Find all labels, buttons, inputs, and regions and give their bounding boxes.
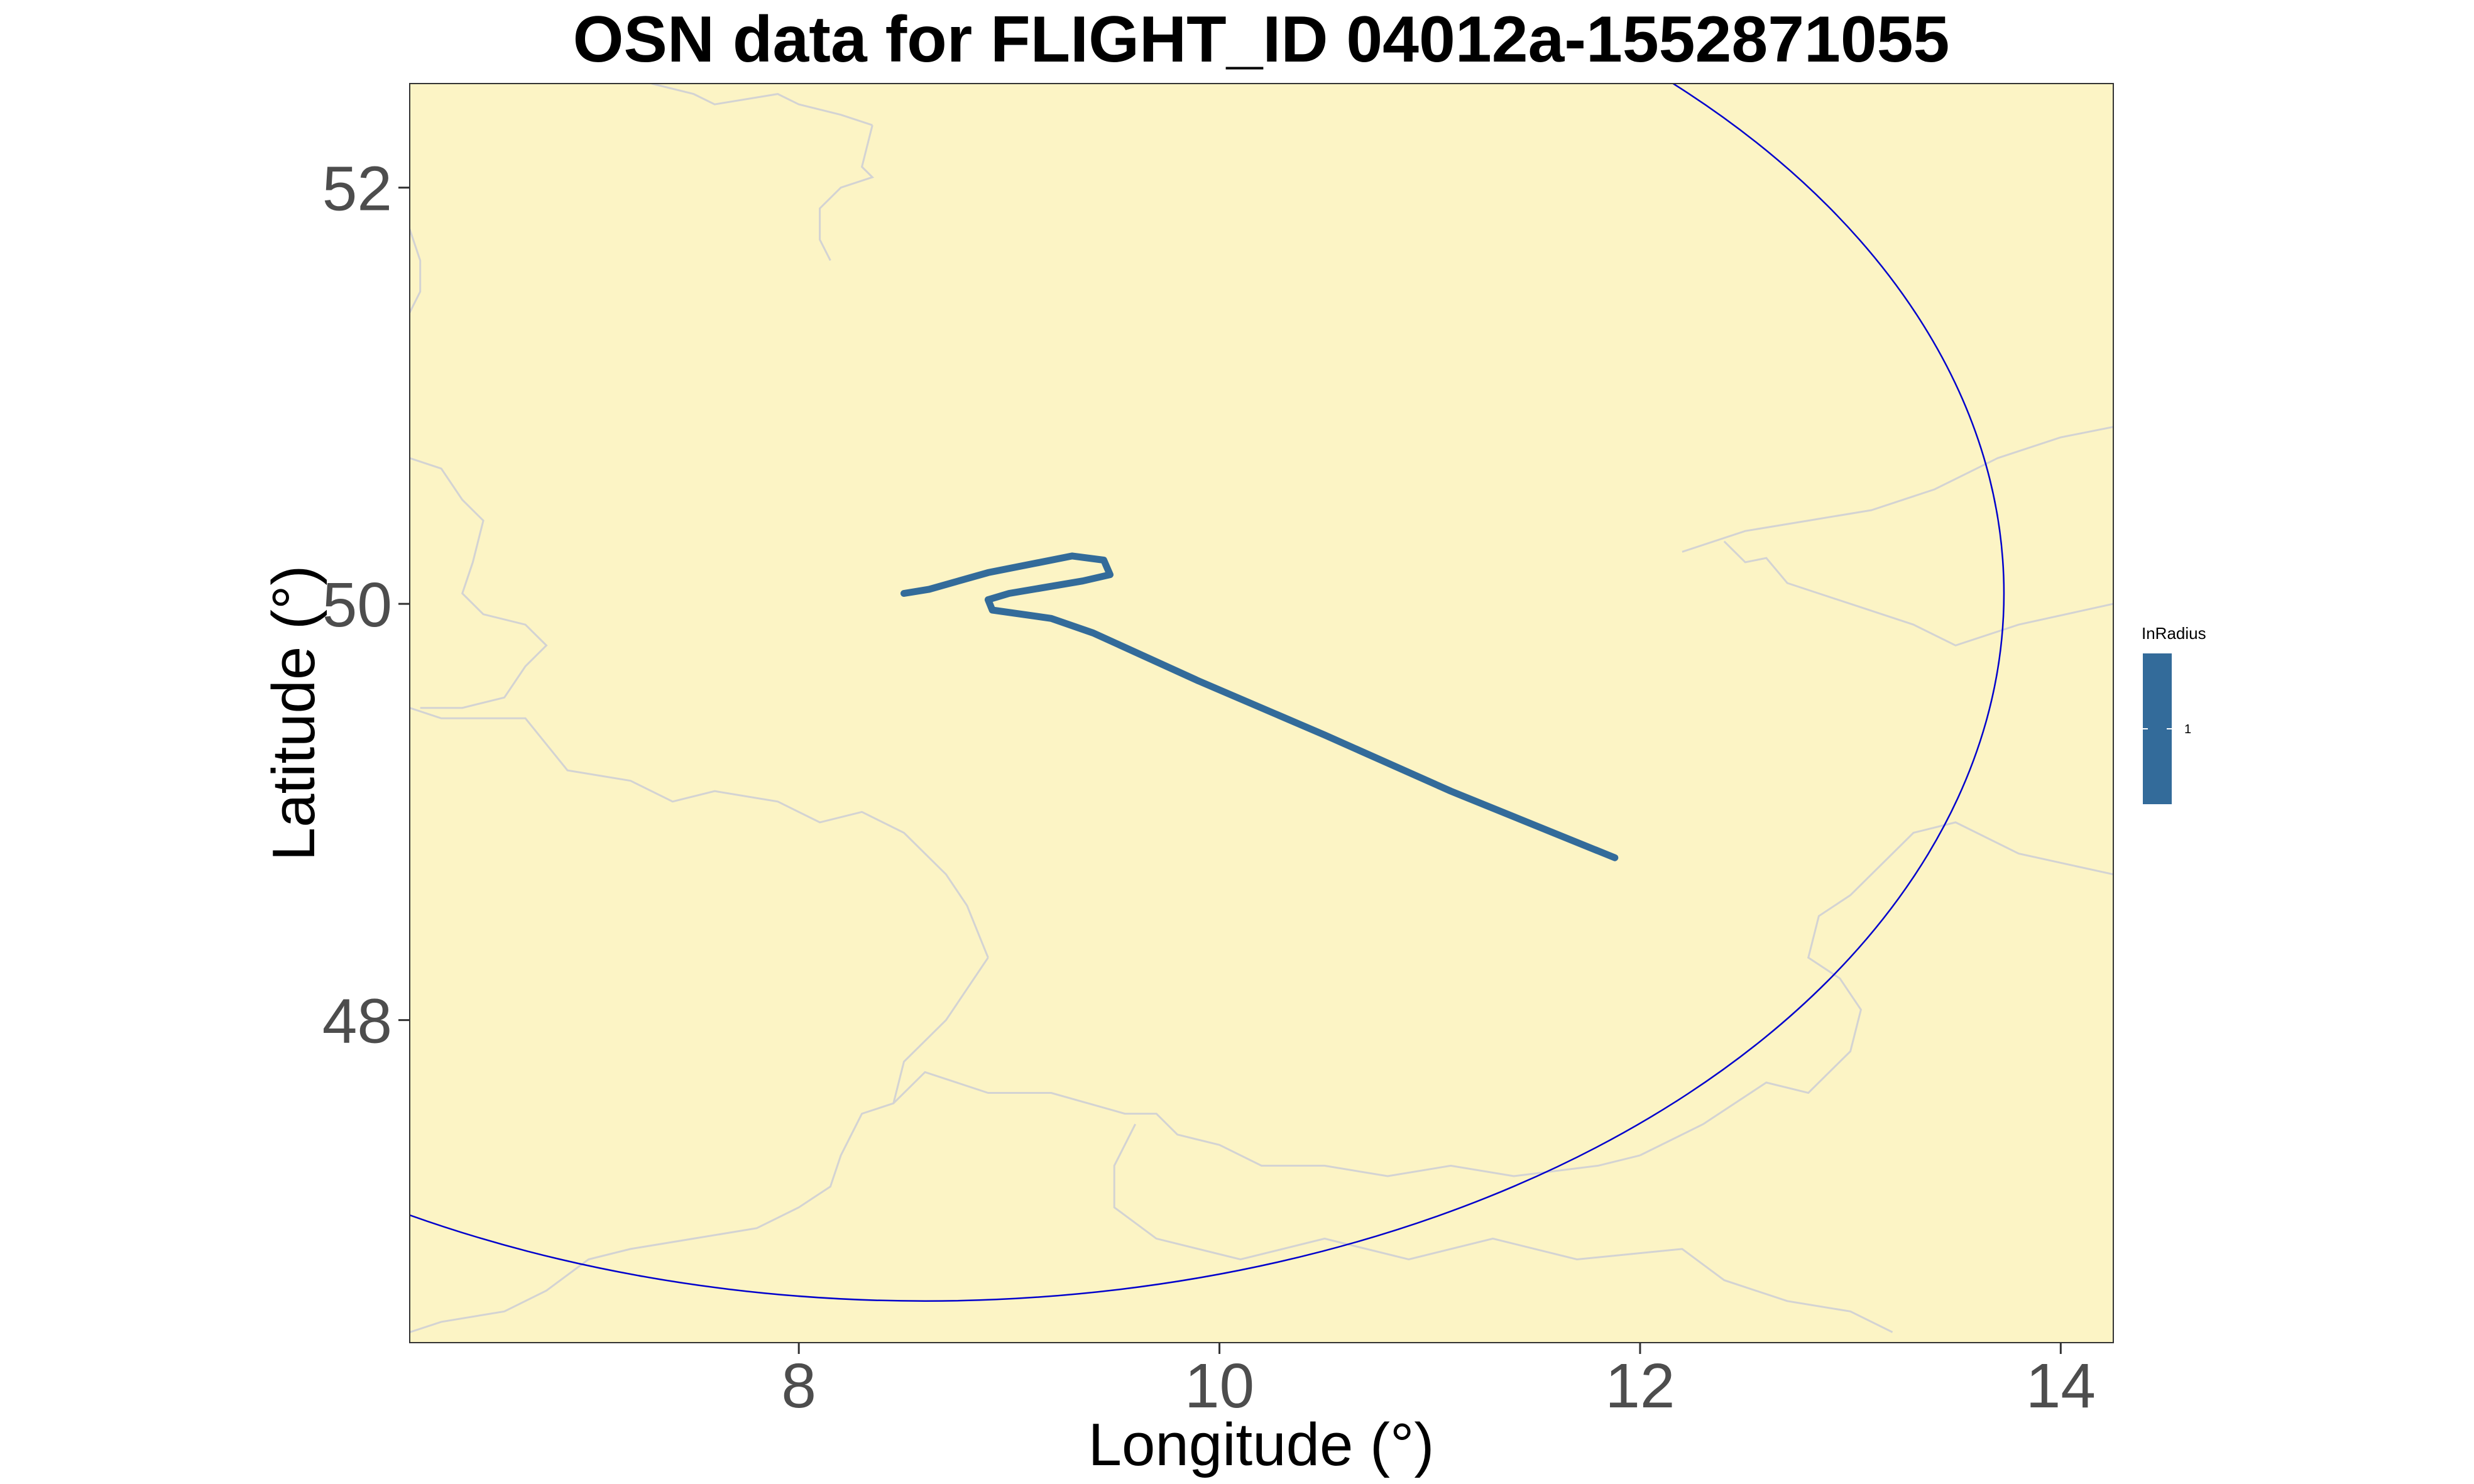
legend: InRadius 1 <box>2142 624 2206 804</box>
radius-circle-layer <box>410 84 2005 1302</box>
chart-title: OSN data for FLIGHT_ID 04012a-1552871055 <box>573 3 1950 76</box>
border-line <box>819 124 875 261</box>
border-line <box>410 707 989 958</box>
border-line <box>410 457 548 709</box>
border-line <box>651 84 873 126</box>
country-borders <box>410 84 2113 1333</box>
border-line <box>410 229 422 314</box>
panel-border <box>409 83 2114 1343</box>
x-tick-label: 12 <box>1605 1351 1675 1421</box>
legend-label: 1 <box>2184 723 2191 736</box>
border-line <box>892 1071 1641 1177</box>
y-tick-label: 52 <box>322 154 392 224</box>
border-line <box>410 957 989 1333</box>
x-tick-label: 14 <box>2026 1351 2096 1421</box>
x-tick-label: 10 <box>1185 1351 1254 1421</box>
y-axis: 48 50 52 <box>322 154 410 1057</box>
y-tick-label: 50 <box>322 570 392 640</box>
x-tick-label: 8 <box>781 1351 816 1421</box>
radius-circle <box>410 84 2005 1302</box>
border-line <box>1639 821 2113 1157</box>
map-panel <box>410 84 2113 1343</box>
y-tick-label: 48 <box>322 986 392 1057</box>
border-line <box>1723 540 2113 647</box>
x-axis: 8 10 12 14 <box>781 1343 2096 1421</box>
y-axis-title: Latitude (°) <box>260 565 327 861</box>
border-line <box>1682 426 2113 553</box>
flight-track <box>900 552 1619 861</box>
border-line <box>1113 1123 1893 1333</box>
flight-track-layer <box>900 552 1619 861</box>
x-axis-title: Longitude (°) <box>1088 1411 1435 1478</box>
legend-title: InRadius <box>2142 624 2206 643</box>
